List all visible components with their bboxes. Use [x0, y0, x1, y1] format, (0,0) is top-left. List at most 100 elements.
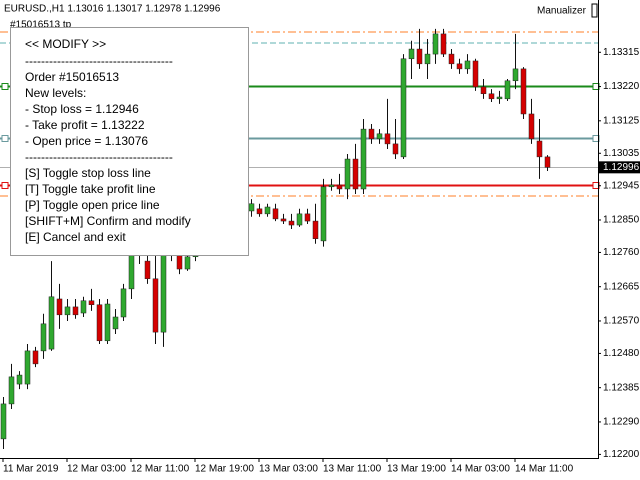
candle-body	[328, 184, 335, 188]
x-tick-label: 12 Mar 19:00	[195, 464, 254, 475]
y-tick-label: 1.13125	[603, 115, 640, 126]
panel-line: << MODIFY >>	[25, 37, 106, 51]
candle-body	[64, 306, 71, 316]
candle-body	[120, 288, 127, 318]
candle-body	[152, 278, 159, 333]
candle-body	[280, 218, 287, 222]
x-tick-label: 13 Mar 19:00	[387, 464, 446, 475]
candle-body	[448, 53, 455, 65]
candle-body	[464, 60, 471, 70]
y-tick-label: 1.12385	[603, 382, 640, 393]
y-tick-label: 1.13315	[603, 47, 640, 58]
modify-panel: << MODIFY >> ----------------------------…	[10, 27, 249, 256]
candle-body	[336, 184, 343, 190]
panel-line: - Open price = 1.13076	[25, 134, 148, 148]
candle-body	[272, 208, 279, 220]
candle-body	[384, 133, 391, 145]
candle-body	[368, 128, 375, 140]
candle-body	[264, 206, 271, 215]
candle-body	[16, 374, 23, 385]
x-tick-label: 14 Mar 03:00	[451, 464, 510, 475]
candle-body	[80, 300, 87, 314]
y-tick-label: 1.12850	[603, 215, 640, 226]
candle-body	[56, 298, 63, 316]
panel-line: [S] Toggle stop loss line	[25, 166, 151, 180]
panel-line: New levels:	[25, 86, 86, 100]
candle-body	[544, 156, 551, 168]
candle-body	[424, 53, 431, 65]
candle-body	[392, 143, 399, 155]
current-price-label: 1.12996	[603, 162, 640, 173]
candle-body	[416, 48, 423, 65]
candle-body	[0, 403, 7, 440]
candle-body	[296, 213, 303, 226]
x-tick-label: 12 Mar 11:00	[131, 464, 190, 475]
candle-body	[512, 68, 519, 82]
candle-body	[48, 296, 55, 350]
current-price-box	[599, 161, 640, 174]
candle-body	[344, 158, 351, 190]
panel-line: [E] Cancel and exit	[25, 230, 126, 244]
candle-body	[288, 220, 295, 226]
candle-body	[440, 33, 447, 55]
candle-body	[144, 260, 151, 280]
y-tick-label: 1.12480	[603, 348, 640, 359]
candle-body	[352, 158, 359, 190]
candle-body	[528, 113, 535, 140]
candle-body	[376, 133, 383, 140]
y-tick-label: 1.12200	[603, 449, 640, 460]
y-tick-label: 1.13035	[603, 148, 640, 159]
symbol-info: EURUSD.,H1 1.13016 1.13017 1.12978 1.129…	[4, 4, 221, 15]
candle-body	[520, 68, 527, 115]
candle-body	[536, 140, 543, 158]
candle-body	[104, 303, 111, 342]
x-tick-label: 11 Mar 2019	[3, 464, 59, 475]
candle-body	[480, 86, 487, 95]
panel-line: [P] Toggle open price line	[25, 198, 160, 212]
candle-body	[40, 323, 47, 352]
expert-name: Manualizer	[537, 6, 587, 17]
candle-body	[488, 93, 495, 100]
candle-body	[432, 33, 439, 55]
line-handle	[1, 83, 9, 90]
candle-body	[304, 213, 311, 222]
candle-body	[496, 96, 503, 100]
x-tick-label: 13 Mar 11:00	[323, 464, 382, 475]
candle-body	[312, 220, 319, 239]
panel-box	[10, 27, 249, 256]
candle-body	[360, 128, 367, 190]
candle-body	[72, 306, 79, 316]
x-tick-label: 14 Mar 11:00	[515, 464, 574, 475]
panel-line: - Stop loss = 1.12946	[25, 102, 139, 116]
candle-body	[504, 80, 511, 100]
line-handle	[1, 182, 9, 189]
y-tick-label: 1.12760	[603, 247, 640, 258]
candle-body	[32, 350, 39, 365]
candle-body	[184, 256, 191, 270]
x-tick-label: 13 Mar 03:00	[259, 464, 318, 475]
candle-body	[112, 316, 119, 330]
panel-line: [SHIFT+M] Confirm and modify	[25, 214, 191, 228]
panel-line: [T] Toggle take profit line	[25, 182, 156, 196]
y-tick-label: 1.12945	[603, 180, 640, 191]
panel-line: - Take profit = 1.13222	[25, 118, 145, 132]
y-tick-label: 1.13220	[603, 81, 640, 92]
candle-body	[88, 300, 95, 305]
candle-body	[456, 63, 463, 70]
order-tag: #15016513 tp	[10, 20, 72, 31]
candle-body	[472, 60, 479, 88]
expert-icon	[591, 3, 598, 18]
x-tick-label: 12 Mar 03:00	[67, 464, 126, 475]
candle-body	[248, 203, 255, 212]
y-tick-label: 1.12290	[603, 417, 640, 428]
panel-line: -------------------------------------	[25, 150, 173, 164]
candle-body	[408, 48, 415, 60]
candle-body	[320, 186, 327, 242]
candle-body	[256, 208, 263, 215]
panel-line: Order #15016513	[25, 70, 119, 84]
candle-body	[400, 58, 407, 158]
panel-line: -------------------------------------	[25, 54, 173, 68]
candle-body	[24, 350, 31, 385]
candle-body	[176, 253, 183, 270]
